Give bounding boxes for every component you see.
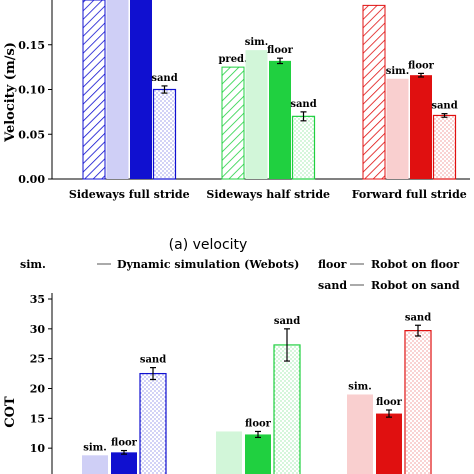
bar-sand — [291, 115, 316, 180]
y-tick-label: 0.05 — [18, 128, 45, 141]
category-label: Sideways half stride — [206, 188, 330, 201]
bar-sand — [404, 330, 432, 474]
bar-sim — [82, 455, 108, 474]
category-label: Forward full stride — [352, 188, 467, 201]
legend-text: Dynamic simulation (Webots) — [117, 258, 299, 271]
velocity-caption: (a) velocity — [169, 237, 248, 253]
bar-label-floor: floor — [376, 397, 403, 408]
bar-label-floor: floor — [111, 438, 138, 449]
bar-sand — [152, 88, 177, 180]
y-tick-label: 25 — [30, 353, 45, 366]
bar-label-sim: sim. — [348, 381, 372, 392]
bar-floor — [376, 413, 402, 474]
bar-label-floor: floor — [245, 418, 272, 429]
bar-label-floor: floor — [267, 45, 294, 56]
bar-floor — [269, 60, 291, 179]
cot-chart: 10 15 20 25 30 35 COT sim. floor sand floor sand sim… — [3, 293, 432, 474]
bar-label-sand: sand — [274, 316, 300, 327]
bar-sim — [347, 394, 373, 474]
bar-floor — [130, 0, 152, 179]
bar-sand — [139, 372, 167, 474]
y-tick-label: 0.15 — [18, 39, 45, 52]
bar-label-pred: pred. — [218, 54, 247, 65]
bar-pred — [362, 4, 386, 180]
legend-text: Robot on sand — [371, 279, 460, 292]
bar-floor — [111, 452, 137, 474]
bar-floor — [245, 434, 271, 474]
bar-label-sand: sand — [140, 355, 166, 366]
bar-pred — [221, 66, 245, 180]
bar-sim — [106, 0, 129, 179]
legend-text: Robot on floor — [371, 258, 459, 271]
bar-sand — [273, 344, 301, 474]
y-axis-label: COT — [3, 396, 18, 428]
bar-label-sim: sim. — [245, 37, 269, 48]
y-tick-label: 10 — [30, 442, 46, 455]
y-tick-label: 15 — [30, 412, 45, 425]
y-tick-label: 20 — [30, 383, 46, 396]
legend: sim. Dynamic simulation (Webots) floor Robo… — [20, 258, 460, 292]
y-tick-label: 0.00 — [18, 173, 45, 186]
bar-sim — [216, 431, 242, 474]
y-tick-label: 0.10 — [18, 84, 45, 97]
category-label: Sideways full stride — [69, 188, 190, 201]
y-axis-label: Velocity (m/s) — [3, 42, 18, 143]
bar-pred — [82, 0, 106, 180]
bar-label-sand: sand — [431, 101, 457, 112]
bar-label-sand: sand — [151, 73, 177, 84]
bar-floor — [410, 75, 432, 179]
bar-sand — [432, 114, 457, 180]
legend-key: floor — [318, 258, 347, 271]
bar-label-sand: sand — [405, 312, 431, 323]
bar-sim — [245, 50, 268, 180]
legend-key: sim. — [20, 258, 46, 271]
y-tick-label: 35 — [30, 293, 45, 306]
bar-label-sim: sim. — [83, 442, 107, 453]
y-tick-label: 30 — [30, 323, 46, 336]
bar-sim — [386, 78, 409, 179]
bar-label-floor: floor — [408, 60, 435, 71]
bar-label-sand: sand — [290, 99, 316, 110]
bar-label-sim: sim. — [386, 66, 410, 77]
legend-key: sand — [318, 279, 347, 292]
